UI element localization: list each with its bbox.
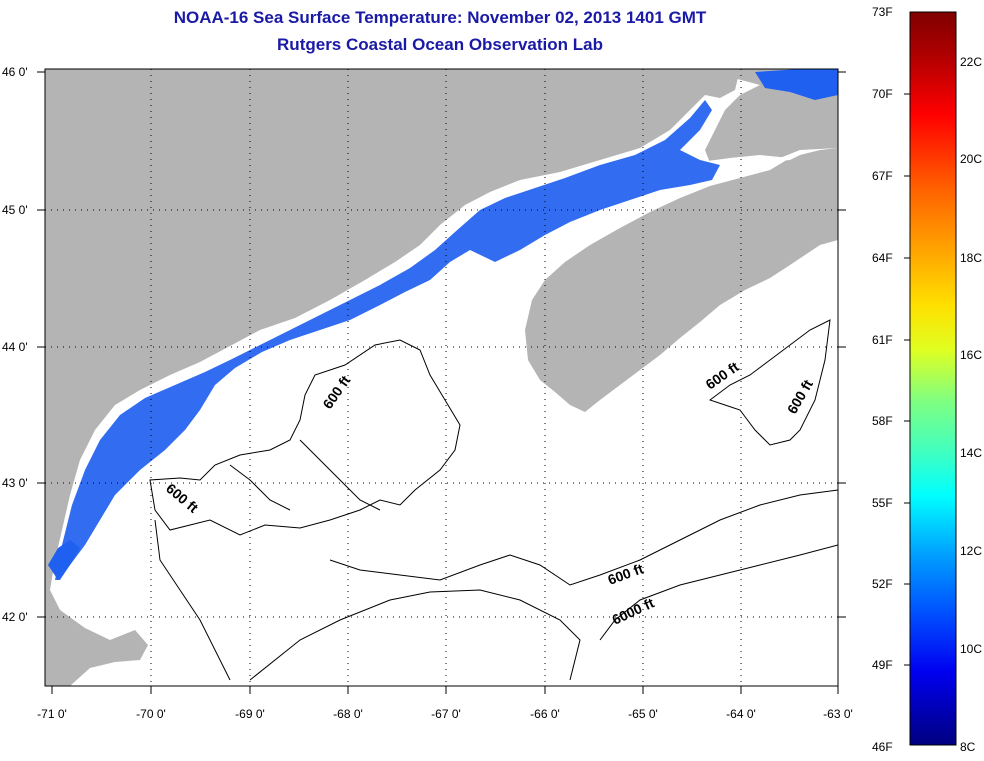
lat-label: 44 0' [2,340,28,354]
colorbar-label-c: 18C [960,251,983,265]
map-title: NOAA-16 Sea Surface Temperature: Novembe… [173,8,707,27]
colorbar-label-c: 12C [960,544,983,558]
lat-label: 42 0' [2,610,28,624]
lon-label: -71 0' [37,707,67,721]
lon-label: -67 0' [431,707,461,721]
bay-of-fundy [470,155,790,285]
colorbar-label-c: 16C [960,348,983,362]
sst-coastal-band [55,100,720,580]
colorbar-label-c: 10C [960,642,983,656]
axis-ticks [37,71,846,694]
contour-600ft-east [708,319,831,446]
colorbar-label-c: 22C [960,55,983,69]
land-nova-scotia [525,148,838,412]
lat-label: 43 0' [2,476,28,490]
colorbar-label-f: 46F [872,740,893,754]
lon-label: -66 0' [530,707,560,721]
map-subtitle: Rutgers Coastal Ocean Observation Lab [277,35,603,54]
lon-label: -70 0' [136,707,166,721]
colorbar-label-f: 49F [872,658,893,672]
lon-label: -63 0' [823,707,853,721]
colorbar-ticks [904,93,910,666]
colorbar-label-f: 70F [872,87,893,101]
lon-label: -68 0' [333,707,363,721]
colorbar-label-f: 58F [872,414,893,428]
lon-label: -64 0' [726,707,756,721]
contour-600ft-west [149,339,461,536]
colorbar-label-f: 73F [872,5,893,19]
sst-patch-top-right [755,69,838,100]
colorbar-label-f: 55F [872,496,893,510]
lon-label: -69 0' [235,707,265,721]
gridlines [45,69,838,686]
lon-label: -65 0' [628,707,658,721]
colorbar-label-f: 64F [872,251,893,265]
colorbar-label-c: 20C [960,152,983,166]
land-new-england [45,69,740,686]
colorbar [909,11,957,746]
colorbar-label-f: 61F [872,333,893,347]
contour-6000ft [599,544,838,641]
contour-600ft-south [154,519,581,681]
lat-label: 46 0' [2,65,28,79]
sst-patch-cape [48,540,80,580]
colorbar-label-c: 14C [960,446,983,460]
colorbar-label-f: 67F [872,169,893,183]
contour-600ft-center [329,489,838,586]
contour-600ft-bank [229,439,381,511]
lat-label: 45 0' [2,203,28,217]
colorbar-label-c: 8C [960,740,976,754]
colorbar-label-f: 52F [872,577,893,591]
map-frame [44,68,839,687]
